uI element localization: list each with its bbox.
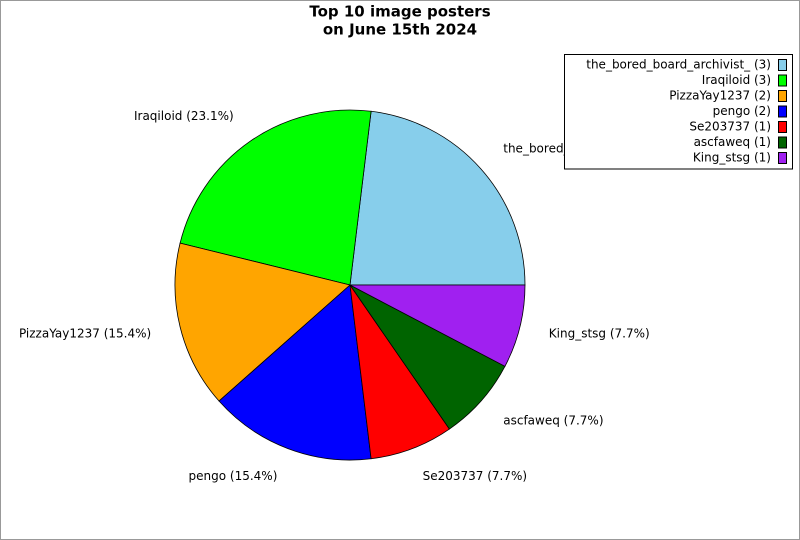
chart-title: on June 15th 2024 [323,21,477,39]
legend-swatch [778,59,787,71]
slice-label: PizzaYay1237 (15.4%) [19,326,151,340]
pie-slice [218,284,372,461]
slice-label: ascfaweq (7.7%) [503,413,603,427]
legend-box [564,54,793,170]
pie-slice [349,110,526,286]
pie-slice [174,242,351,402]
legend-swatch [778,105,787,118]
pie-slice [349,284,526,367]
slice-label: Se203737 (7.7%) [423,469,527,483]
chart-title: Top 10 image posters [309,3,490,21]
pie [174,109,526,461]
legend-label: pengo (2) [713,104,771,118]
slice-label: pengo (15.4%) [189,469,278,483]
legend-label: King_stsg (1) [693,151,771,165]
legend: the_bored_board_archivist_ (3)Iraqiloid … [564,54,793,170]
legend-swatch [778,90,787,102]
legend-swatch [778,74,787,87]
slice-label: King_stsg (7.7%) [549,326,650,340]
legend-label: PizzaYay1237 (2) [669,89,771,103]
legend-label: ascfaweq (1) [694,135,771,149]
legend-swatch [778,121,787,133]
legend-swatch [778,136,787,149]
legend-label: Iraqiloid (3) [702,73,771,87]
legend-swatch [778,152,787,164]
pie-slice [179,109,372,286]
legend-label: Se203737 (1) [689,120,771,134]
slice-label: Iraqiloid (23.1%) [134,109,234,123]
legend-label: the_bored_board_archivist_ (3) [586,58,771,72]
